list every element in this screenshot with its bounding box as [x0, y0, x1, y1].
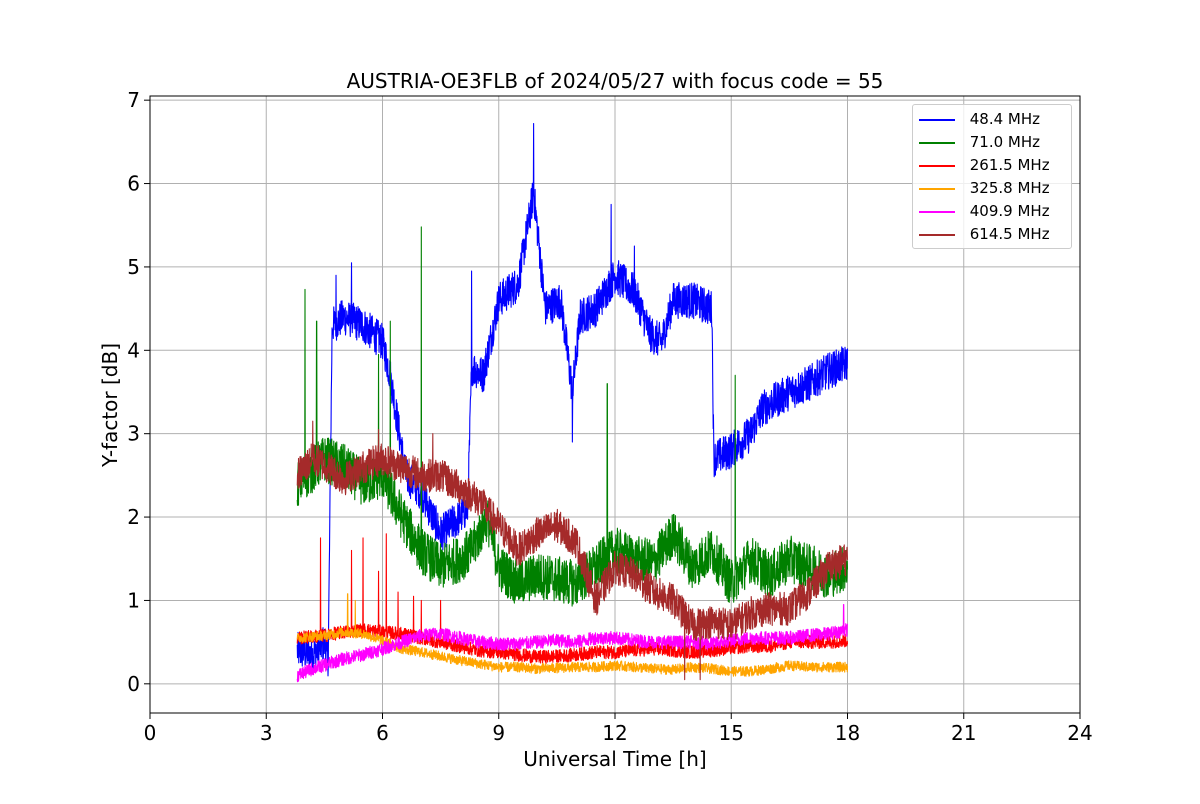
legend-entry: 614.5 MHz	[913, 223, 1071, 246]
legend-swatch	[919, 234, 955, 236]
legend-label: 409.9 MHz	[965, 202, 1050, 220]
legend-swatch	[919, 119, 955, 121]
y-tick-label: 7	[127, 88, 140, 112]
legend-swatch	[919, 165, 955, 167]
legend-label: 71.0 MHz	[965, 133, 1041, 151]
y-tick-label: 1	[127, 588, 140, 612]
y-tick-label: 0	[127, 672, 140, 696]
series-layer	[296, 122, 849, 683]
legend-label: 48.4 MHz	[965, 110, 1041, 128]
legend-entry: 409.9 MHz	[913, 200, 1071, 223]
legend-entry: 71.0 MHz	[913, 131, 1071, 154]
legend-entry: 325.8 MHz	[913, 177, 1071, 200]
x-tick-label: 0	[144, 721, 157, 745]
legend-label: 325.8 MHz	[965, 179, 1050, 197]
y-tick-label: 3	[127, 422, 140, 446]
x-tick-label: 9	[492, 721, 505, 745]
y-tick-label: 2	[127, 505, 140, 529]
legend-swatch	[919, 188, 955, 190]
series-line	[296, 604, 849, 683]
x-tick-label: 24	[1067, 721, 1092, 745]
legend-swatch	[919, 142, 955, 144]
y-axis-label: Y-factor [dB]	[98, 343, 122, 468]
legend-swatch	[919, 211, 955, 213]
legend-entry: 48.4 MHz	[913, 108, 1071, 131]
x-axis-label: Universal Time [h]	[523, 747, 706, 771]
legend-entry: 261.5 MHz	[913, 154, 1071, 177]
legend-label: 261.5 MHz	[965, 156, 1050, 174]
chart-title: AUSTRIA-OE3FLB of 2024/05/27 with focus …	[347, 69, 884, 93]
x-tick-label: 18	[835, 721, 860, 745]
series-line	[296, 533, 849, 664]
y-tick-label: 6	[127, 172, 140, 196]
x-tick-label: 15	[719, 721, 744, 745]
x-tick-label: 6	[376, 721, 389, 745]
x-tick-label: 3	[260, 721, 273, 745]
x-tick-label: 12	[602, 721, 627, 745]
series-line	[296, 122, 849, 677]
y-tick-label: 4	[127, 338, 140, 362]
x-tick-label: 21	[951, 721, 976, 745]
y-tick-label: 5	[127, 255, 140, 279]
legend-label: 614.5 MHz	[965, 225, 1050, 243]
series-line	[296, 420, 849, 681]
series-line	[296, 226, 849, 607]
legend: 48.4 MHz 71.0 MHz 261.5 MHz 325.8 MHz 40…	[912, 104, 1072, 249]
